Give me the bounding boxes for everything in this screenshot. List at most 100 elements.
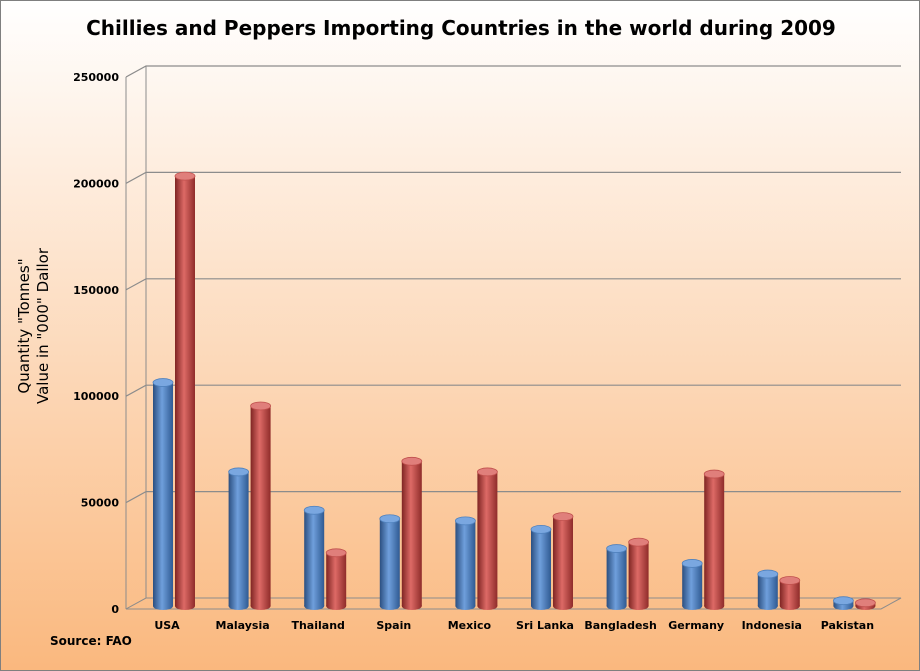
bar [476,467,498,610]
bar-top [174,171,196,181]
floor [125,597,902,610]
bar-base [401,602,422,610]
x-tick-label: Pakistan [821,619,874,632]
bar-body [553,516,573,606]
gridline [125,65,901,78]
x-tick-label: Sri Lanka [516,619,574,632]
bar-base [682,602,703,610]
bar-base [477,602,498,610]
x-tick-label: Thailand [291,619,344,632]
bar-body [704,474,725,606]
y-tick-label: 150000 [73,284,119,297]
bar [681,559,703,610]
bar-body [401,461,422,606]
bar-top [606,544,627,553]
bar-base [326,602,347,610]
bar-base [304,602,325,610]
bar-body [455,520,476,606]
x-tick-label: Malaysia [216,619,270,632]
y-tick-label: 0 [111,603,119,616]
bar-top [681,559,703,568]
y-axis-label-line-2: Value in "000" Dallor [34,247,52,404]
bar-base [757,602,778,610]
y-tick-label: 100000 [73,390,119,403]
bar-top [628,537,649,547]
gridline [125,384,901,397]
gridline [125,278,901,291]
x-tick-label: Germany [668,619,724,632]
bar-top [379,514,401,524]
bar [628,537,649,610]
bar-body [228,471,249,606]
bar-top [250,401,272,411]
x-tick-label: USA [154,619,180,632]
bar-base [379,602,400,610]
bar [779,576,801,610]
x-tick-label: Mexico [448,619,492,632]
x-tick-label: Spain [376,619,411,632]
bar-top [552,512,574,522]
bar-body [628,542,649,606]
bar-top [401,456,423,466]
gridline [125,171,901,184]
y-tick-label: 50000 [81,497,120,510]
bar [703,469,725,610]
x-tick-label: Bangladesh [584,619,656,632]
x-tick-label: Indonesia [742,619,802,632]
bar-top [228,467,250,477]
y-tick-label: 250000 [73,71,119,84]
bar-top [530,524,552,534]
bar [379,514,401,610]
bar-body [326,552,347,606]
bar [228,467,250,610]
bar [303,505,325,610]
bar [325,548,347,610]
bar-base [628,602,649,610]
bar-base [531,602,551,610]
bar-top [454,516,476,526]
bar-base [175,602,195,610]
chart-title: Chillies and Peppers Importing Countries… [86,16,836,40]
bar-top [303,505,325,515]
bar-top [855,598,876,608]
bar [606,544,627,610]
bar-body [477,471,498,606]
bar-body [606,548,627,606]
bar-base [606,602,627,610]
bar [855,598,876,610]
bar [454,516,476,610]
bar-body [175,176,195,607]
bar [757,569,779,610]
bar [174,171,196,610]
bar-top [833,596,854,606]
bar-body [250,405,271,606]
bar-top [476,467,498,477]
bar [552,512,574,610]
bar-base [704,602,725,610]
bar-body [779,580,800,606]
bar-base [455,602,476,610]
bar [152,378,174,610]
bar-top [779,576,801,585]
labels: 0 50000 100000 150000 200000 250000 USA Malaysi… [73,71,874,632]
bar-body [153,382,173,606]
bar-base [779,602,800,610]
bar [401,456,423,610]
bar-body [304,510,325,606]
bar-body [379,518,400,606]
bar-body [531,529,551,606]
bar-body [682,563,703,606]
bar-top [152,378,174,387]
bar [833,596,854,610]
bar-top [757,569,779,579]
source-note: Source: FAO [50,634,132,648]
gridlines [125,65,902,610]
bar-base [228,602,249,610]
bar-top [325,548,347,558]
bar-base [153,602,173,610]
bar [530,524,552,610]
bar-top [703,469,725,479]
bar-body [757,574,778,606]
